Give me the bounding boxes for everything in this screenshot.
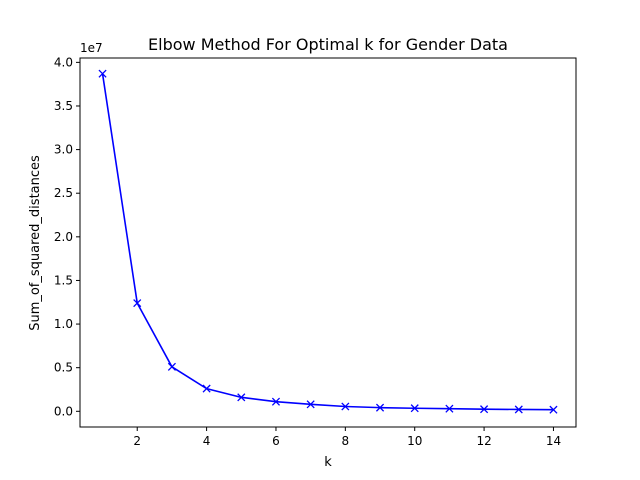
y-tick-label: 0.5 — [54, 361, 73, 375]
marker-stroke — [237, 393, 246, 402]
data-point-marker — [167, 362, 176, 371]
y-tick-label: 0.0 — [54, 404, 73, 418]
series-layer — [98, 69, 558, 414]
x-tick-label: 6 — [272, 434, 280, 448]
data-point-marker — [271, 397, 281, 406]
data-point-marker — [306, 400, 315, 409]
marker-stroke — [410, 404, 419, 413]
x-tick-label: 2 — [133, 434, 141, 448]
data-point-marker — [514, 405, 523, 414]
plot-area-frame — [79, 57, 577, 428]
y-tick-label: 1.0 — [54, 317, 73, 331]
marker-stroke — [271, 397, 281, 406]
data-point-marker — [480, 405, 489, 414]
y-tick-label: 2.0 — [54, 230, 73, 244]
marker-stroke — [445, 404, 454, 413]
data-point-marker — [375, 403, 385, 412]
y-tick-label: 2.5 — [54, 186, 73, 200]
marker-stroke — [133, 299, 142, 308]
x-tick-label: 14 — [546, 434, 561, 448]
marker-stroke — [306, 400, 315, 409]
x-tick-label: 4 — [203, 434, 211, 448]
marker-stroke — [514, 405, 523, 414]
x-tick-label: 10 — [407, 434, 422, 448]
x-tick-label: 12 — [476, 434, 491, 448]
y-tick-label: 4.0 — [54, 55, 73, 69]
marker-stroke — [480, 405, 489, 414]
chart-title: Elbow Method For Optimal k for Gender Da… — [148, 35, 508, 54]
x-tick-label: 8 — [342, 434, 350, 448]
data-point-marker — [445, 404, 454, 413]
data-point-marker — [341, 402, 350, 411]
marker-stroke — [341, 402, 350, 411]
marker-stroke — [549, 405, 558, 414]
data-point-marker — [98, 69, 107, 78]
y-tick-label: 3.0 — [54, 143, 73, 157]
marker-stroke — [375, 403, 385, 412]
data-point-marker — [133, 299, 142, 308]
data-point-marker — [410, 404, 419, 413]
y-tick-label: 3.5 — [54, 99, 73, 113]
marker-stroke — [167, 362, 176, 371]
marker-stroke — [202, 384, 211, 393]
data-point-marker — [237, 393, 246, 402]
x-axis-label: k — [324, 455, 332, 470]
data-point-marker — [549, 405, 558, 414]
y-axis-label: Sum_of_squared_distances — [28, 155, 43, 331]
marker-stroke — [98, 69, 107, 78]
y-axis-scale-label: 1e7 — [80, 41, 103, 55]
y-tick-label: 1.5 — [54, 273, 73, 287]
series-line — [101, 73, 554, 411]
ticks-layer: 2 4 6 8 10 12 14 0.0 0.5 1.0 1.5 2.0 2.5 3.0 3.5 4.0 — [54, 55, 561, 448]
data-point-marker — [202, 384, 211, 393]
